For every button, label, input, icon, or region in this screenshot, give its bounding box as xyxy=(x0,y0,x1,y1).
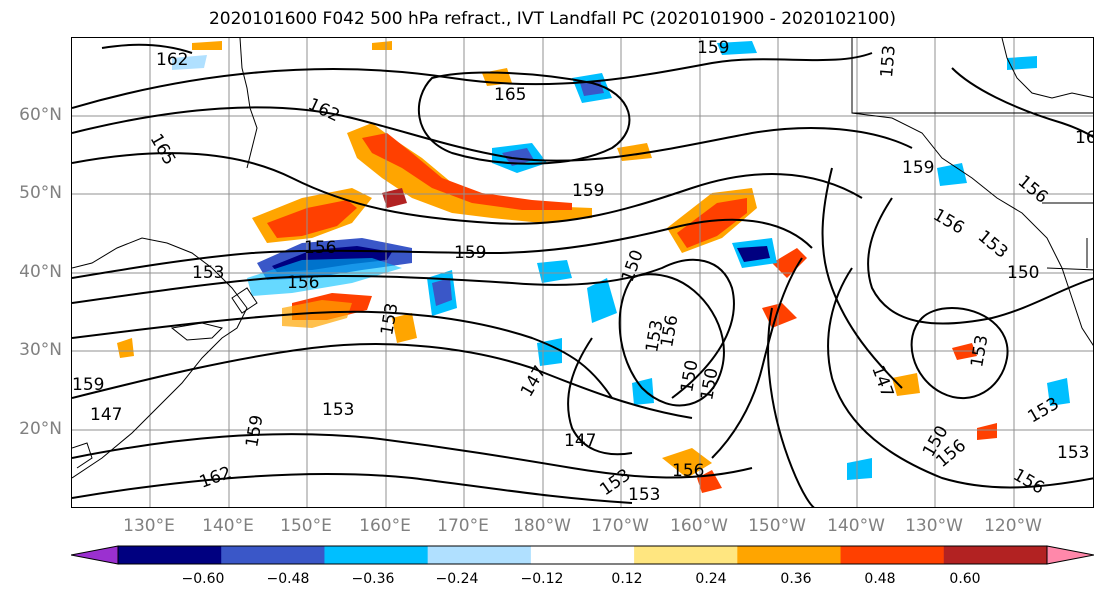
colorbar-outline xyxy=(117,545,1048,565)
map-canvas: 162 165 162 165 159 159 159 156 153 156 … xyxy=(72,38,1094,507)
lat-label: 20°N xyxy=(19,419,62,439)
contour-label: 159 xyxy=(572,181,604,201)
colorbar-tick: 0.24 xyxy=(695,571,727,587)
lat-label: 50°N xyxy=(19,183,62,203)
contour-label: 153 xyxy=(1057,443,1089,463)
colorbar-segment xyxy=(737,546,842,564)
lon-label: 170°E xyxy=(437,516,489,536)
colorbar-tick: −0.12 xyxy=(520,571,564,587)
lon-label: 170°W xyxy=(591,516,649,536)
contour-label: 156 xyxy=(287,273,319,293)
contour-label: 153 xyxy=(322,400,354,420)
contour-label: 147 xyxy=(90,405,122,425)
contour-label: 159 xyxy=(902,158,934,178)
contour-label: 150 xyxy=(1007,263,1039,283)
contour-label: 159 xyxy=(454,243,486,263)
colorbar-tick: −0.24 xyxy=(435,571,479,587)
colorbar xyxy=(71,545,1094,565)
colorbar-extend-low xyxy=(71,545,119,565)
contour-label: 159 xyxy=(697,38,729,58)
contour-label: 159 xyxy=(72,375,104,395)
colorbar-segment xyxy=(634,546,738,564)
contour-label: 153 xyxy=(974,227,1012,263)
lon-label: 140°W xyxy=(827,516,885,536)
lon-label: 150°E xyxy=(280,516,332,536)
coastlines xyxy=(72,38,1093,479)
contour-label: 150 xyxy=(618,247,648,284)
contour-label: 165 xyxy=(494,85,526,105)
contour-label: 153 xyxy=(192,263,224,283)
colorbar-tick: 0.60 xyxy=(949,571,981,587)
map-panel: 162 165 162 165 159 159 159 156 153 156 … xyxy=(71,37,1094,508)
contour-label: 147 xyxy=(564,431,596,451)
colorbar-segment xyxy=(324,546,429,564)
contour-label: 156 xyxy=(672,461,704,481)
contour-label: 153 xyxy=(967,333,992,368)
contour-label: 162 xyxy=(305,94,343,126)
contour-label: 162 xyxy=(156,50,188,70)
contour-label: 147 xyxy=(517,362,551,400)
colorbar-tick: −0.48 xyxy=(266,571,310,587)
contour-label: 156 xyxy=(304,238,336,258)
lat-label: 30°N xyxy=(19,340,62,360)
colorbar-segment xyxy=(221,546,325,564)
map-title: 2020101600 F042 500 hPa refract., IVT La… xyxy=(208,9,896,29)
lon-label: 120°W xyxy=(984,516,1042,536)
lon-label: 180°W xyxy=(513,516,571,536)
lon-label: 130°W xyxy=(905,516,963,536)
contour-label: 156 xyxy=(1014,172,1052,208)
contour-label: 159 xyxy=(242,413,267,448)
colorbar-tick: −0.36 xyxy=(351,571,395,587)
contour-label: 16 xyxy=(1075,128,1094,148)
lon-label: 160°W xyxy=(670,516,728,536)
contour-label: 150 xyxy=(697,366,722,401)
lon-label: 130°E xyxy=(123,516,175,536)
lon-label: 160°E xyxy=(359,516,411,536)
colorbar-segment xyxy=(427,546,532,564)
contour-label: 165 xyxy=(146,131,180,169)
colorbar-segment xyxy=(840,546,945,564)
contour-label: 153 xyxy=(628,485,660,505)
height-contours xyxy=(72,43,1093,507)
lat-label: 40°N xyxy=(19,262,62,282)
contour-label: 153 xyxy=(877,44,900,78)
colorbar-extend-high xyxy=(1046,545,1094,565)
lat-label: 60°N xyxy=(19,105,62,125)
contour-label: 156 xyxy=(657,313,682,348)
lon-label: 150°W xyxy=(748,516,806,536)
lon-label: 140°E xyxy=(202,516,254,536)
contour-label: 156 xyxy=(1010,465,1048,499)
colorbar-tick: 0.36 xyxy=(780,571,812,587)
colorbar-segment xyxy=(530,546,635,564)
colorbar-segment xyxy=(118,546,222,564)
colorbar-segments xyxy=(71,545,1094,565)
colorbar-tick: 0.48 xyxy=(864,571,896,587)
colorbar-tick: −0.60 xyxy=(181,571,225,587)
contour-label: 147 xyxy=(867,363,897,400)
colorbar-tick: 0.12 xyxy=(611,571,643,587)
colorbar-segment xyxy=(943,546,1048,564)
